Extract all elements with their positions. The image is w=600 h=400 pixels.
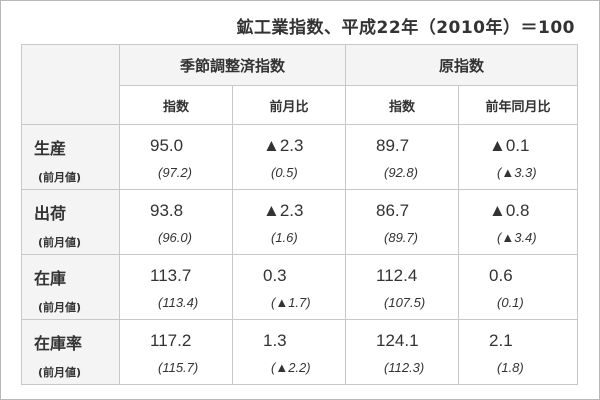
- table-cell: 1.3 (▲2.2): [231, 319, 347, 385]
- cell-value: 113.7: [150, 266, 192, 285]
- cell-prev-value: (▲3.3): [497, 165, 537, 180]
- cell-value: ▲2.3: [263, 136, 304, 155]
- table-cell: 89.7 (92.8): [345, 124, 460, 190]
- cell-prev-value: (▲2.2): [271, 360, 311, 375]
- cell-prev-value: (0.1): [497, 295, 524, 310]
- table-row: 出荷 (前月値) 93.8 (96.0) ▲2.3 (1.6) 86.7 (89…: [21, 189, 579, 255]
- row-sub-label: (前月値): [38, 301, 82, 314]
- corner-cell: [21, 44, 120, 125]
- table-cell: ▲0.8 (▲3.4): [458, 189, 579, 255]
- table-cell: 86.7 (89.7): [345, 189, 460, 255]
- cell-prev-value: (89.7): [384, 230, 418, 245]
- cell-prev-value: (112.3): [384, 360, 425, 375]
- header-row-sub: 指数 前月比 指数 前年同月比: [22, 85, 579, 125]
- table-row: 生産 (前月値) 95.0 (97.2) ▲2.3 (0.5) 89.7 (92…: [21, 124, 579, 190]
- row-sub-label: (前月値): [38, 171, 82, 184]
- cell-prev-value: (0.5): [271, 165, 298, 180]
- table-cell: 93.8 (96.0): [119, 189, 233, 255]
- header-seasonal-mom: 前月比: [231, 85, 347, 125]
- row-label: 出荷: [34, 204, 67, 223]
- cell-value: 1.3: [263, 331, 287, 350]
- cell-prev-value: (96.0): [158, 230, 192, 245]
- row-header: 在庫 (前月値): [21, 254, 120, 320]
- table-row: 在庫率 (前月値) 117.2 (115.7) 1.3 (▲2.2) 124.1…: [21, 319, 579, 385]
- table-cell: ▲0.1 (▲3.3): [458, 124, 579, 190]
- table-cell: 124.1 (112.3): [345, 319, 460, 385]
- header-row-main: 季節調整済指数 原指数: [21, 44, 579, 125]
- cell-prev-value: (92.8): [384, 165, 418, 180]
- table-cell: ▲2.3 (1.6): [231, 189, 347, 255]
- cell-prev-value: (97.2): [158, 165, 192, 180]
- header-raw-index: 指数: [345, 85, 460, 125]
- row-header: 生産 (前月値): [21, 124, 120, 190]
- table-row: 在庫 (前月値) 113.7 (113.4) 0.3 (▲1.7) 112.4 …: [21, 254, 579, 320]
- row-label: 生産: [34, 139, 67, 158]
- cell-prev-value: (▲3.4): [497, 230, 537, 245]
- table-cell: 117.2 (115.7): [119, 319, 233, 385]
- header-raw: 原指数: [345, 44, 579, 86]
- cell-value: 124.1: [376, 331, 419, 350]
- cell-prev-value: (1.6): [271, 230, 298, 245]
- row-sub-label: (前月値): [38, 236, 82, 249]
- cell-value: 117.2: [150, 331, 192, 350]
- row-label: 在庫率: [34, 334, 83, 353]
- cell-prev-value: (113.4): [158, 295, 199, 310]
- row-label: 在庫: [34, 269, 67, 288]
- cell-value: 2.1: [489, 331, 513, 350]
- cell-value: 93.8: [150, 201, 184, 220]
- table-cell: ▲2.3 (0.5): [231, 124, 347, 190]
- index-base-caption: 鉱工業指数、平成22年（2010年）＝100: [236, 18, 575, 38]
- cell-prev-value: (115.7): [158, 360, 199, 375]
- cell-value: 95.0: [150, 136, 184, 155]
- header-raw-yoy: 前年同月比: [458, 85, 579, 125]
- cell-value: 112.4: [376, 266, 418, 285]
- cell-value: 86.7: [376, 201, 410, 220]
- table-cell: 113.7 (113.4): [119, 254, 233, 320]
- cell-prev-value: (▲1.7): [271, 295, 311, 310]
- cell-prev-value: (1.8): [497, 360, 524, 375]
- table-cell: 0.6 (0.1): [458, 254, 579, 320]
- table-cell: 2.1 (1.8): [458, 319, 579, 385]
- table-cell: 112.4 (107.5): [345, 254, 460, 320]
- header-seasonal-index: 指数: [119, 85, 233, 125]
- cell-value: ▲0.8: [489, 201, 530, 220]
- row-sub-label: (前月値): [38, 366, 82, 379]
- row-header: 出荷 (前月値): [21, 189, 120, 255]
- header-seasonal: 季節調整済指数: [118, 44, 347, 86]
- row-header: 在庫率 (前月値): [21, 319, 120, 385]
- cell-value: 89.7: [376, 136, 410, 155]
- cell-prev-value: (107.5): [384, 295, 426, 310]
- cell-value: 0.3: [263, 266, 287, 285]
- table-cell: 95.0 (97.2): [119, 124, 233, 190]
- table-cell: 0.3 (▲1.7): [231, 254, 347, 320]
- cell-value: 0.6: [489, 266, 513, 285]
- industrial-index-table: 季節調整済指数 原指数 指数 前月比 指数 前年同月比 生産 (前月値) 95.…: [21, 44, 579, 385]
- cell-value: ▲2.3: [263, 201, 304, 220]
- cell-value: ▲0.1: [489, 136, 530, 155]
